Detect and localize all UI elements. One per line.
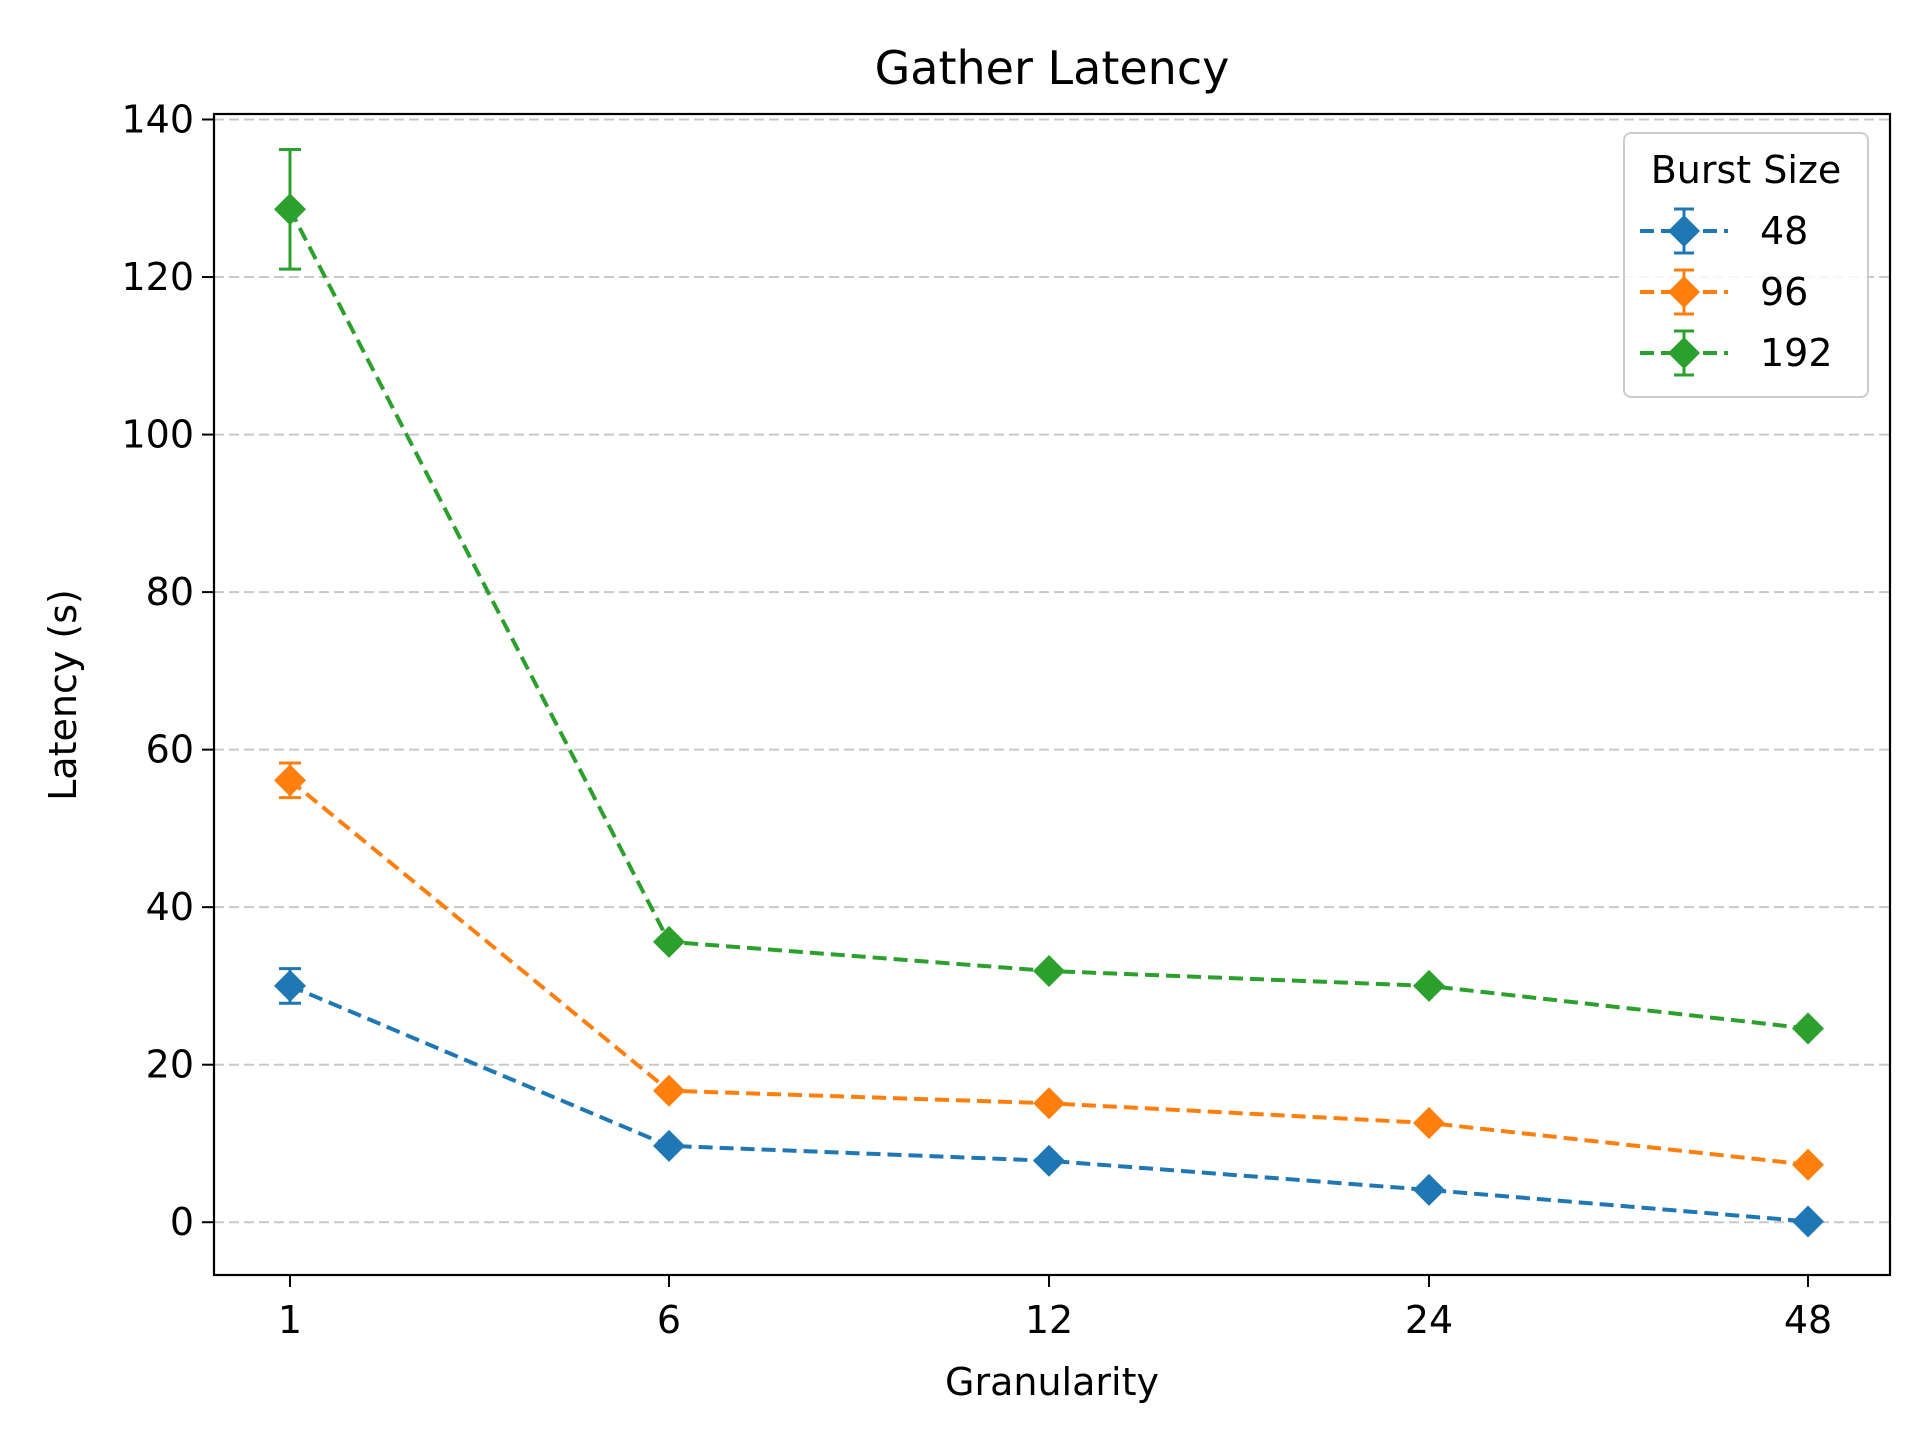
data-point (1413, 1173, 1445, 1206)
legend-item-48: 48 (1640, 207, 1808, 255)
y-tick-label: 40 (146, 885, 194, 929)
y-tick-label: 60 (146, 728, 194, 772)
legend-label: 48 (1760, 209, 1808, 253)
data-point (1792, 1148, 1824, 1181)
y-tick-label: 100 (121, 413, 194, 457)
data-point (1792, 1205, 1824, 1238)
legend-items: 48 96 192 (1640, 207, 1833, 377)
legend-label: 96 (1760, 270, 1808, 314)
data-point (274, 969, 306, 1002)
data-point (274, 764, 306, 797)
legend-item-192: 192 (1640, 329, 1833, 377)
legend-marker (1668, 337, 1700, 369)
x-axis-label: Granularity (945, 1360, 1159, 1404)
y-tick-label: 140 (121, 98, 194, 142)
x-ticks: 1 6 12 24 48 (278, 1275, 1832, 1342)
x-tick-label: 1 (278, 1298, 302, 1342)
data-point (1033, 954, 1065, 987)
data-point (653, 1129, 685, 1162)
y-tick-label: 0 (170, 1200, 194, 1244)
legend: Burst Size 48 96 192 (1623, 132, 1869, 398)
legend-marker (1668, 215, 1700, 247)
data-point (274, 193, 306, 226)
legend-title: Burst Size (1651, 148, 1842, 192)
y-tick-label: 80 (146, 570, 194, 614)
plot-frame (212, 112, 1892, 1277)
data-point (1033, 1087, 1065, 1120)
series-96 (274, 761, 1824, 1181)
data-point (1792, 1012, 1824, 1045)
series-192 (274, 147, 1824, 1045)
y-tick-label: 20 (146, 1043, 194, 1087)
x-tick-label: 24 (1405, 1298, 1453, 1342)
data-point (1413, 1106, 1445, 1139)
grid (214, 118, 1890, 1224)
legend-item-96: 96 (1640, 268, 1808, 316)
x-tick-label: 12 (1025, 1298, 1073, 1342)
y-tick-label: 120 (121, 255, 194, 299)
chart-title: Gather Latency (875, 41, 1230, 95)
data-point (653, 1074, 685, 1107)
legend-marker (1668, 276, 1700, 308)
x-tick-label: 48 (1784, 1298, 1832, 1342)
x-tick-label: 6 (657, 1298, 681, 1342)
series-line (289, 984, 1809, 1224)
data-point (653, 925, 685, 958)
legend-label: 192 (1760, 331, 1833, 375)
data-point (1033, 1144, 1065, 1177)
data-point (1413, 969, 1445, 1002)
series-layer (274, 147, 1824, 1238)
series-48 (274, 967, 1824, 1238)
y-axis-label: Latency (s) (41, 589, 85, 801)
y-ticks: 0 20 40 60 80 100 120 140 (121, 98, 214, 1244)
